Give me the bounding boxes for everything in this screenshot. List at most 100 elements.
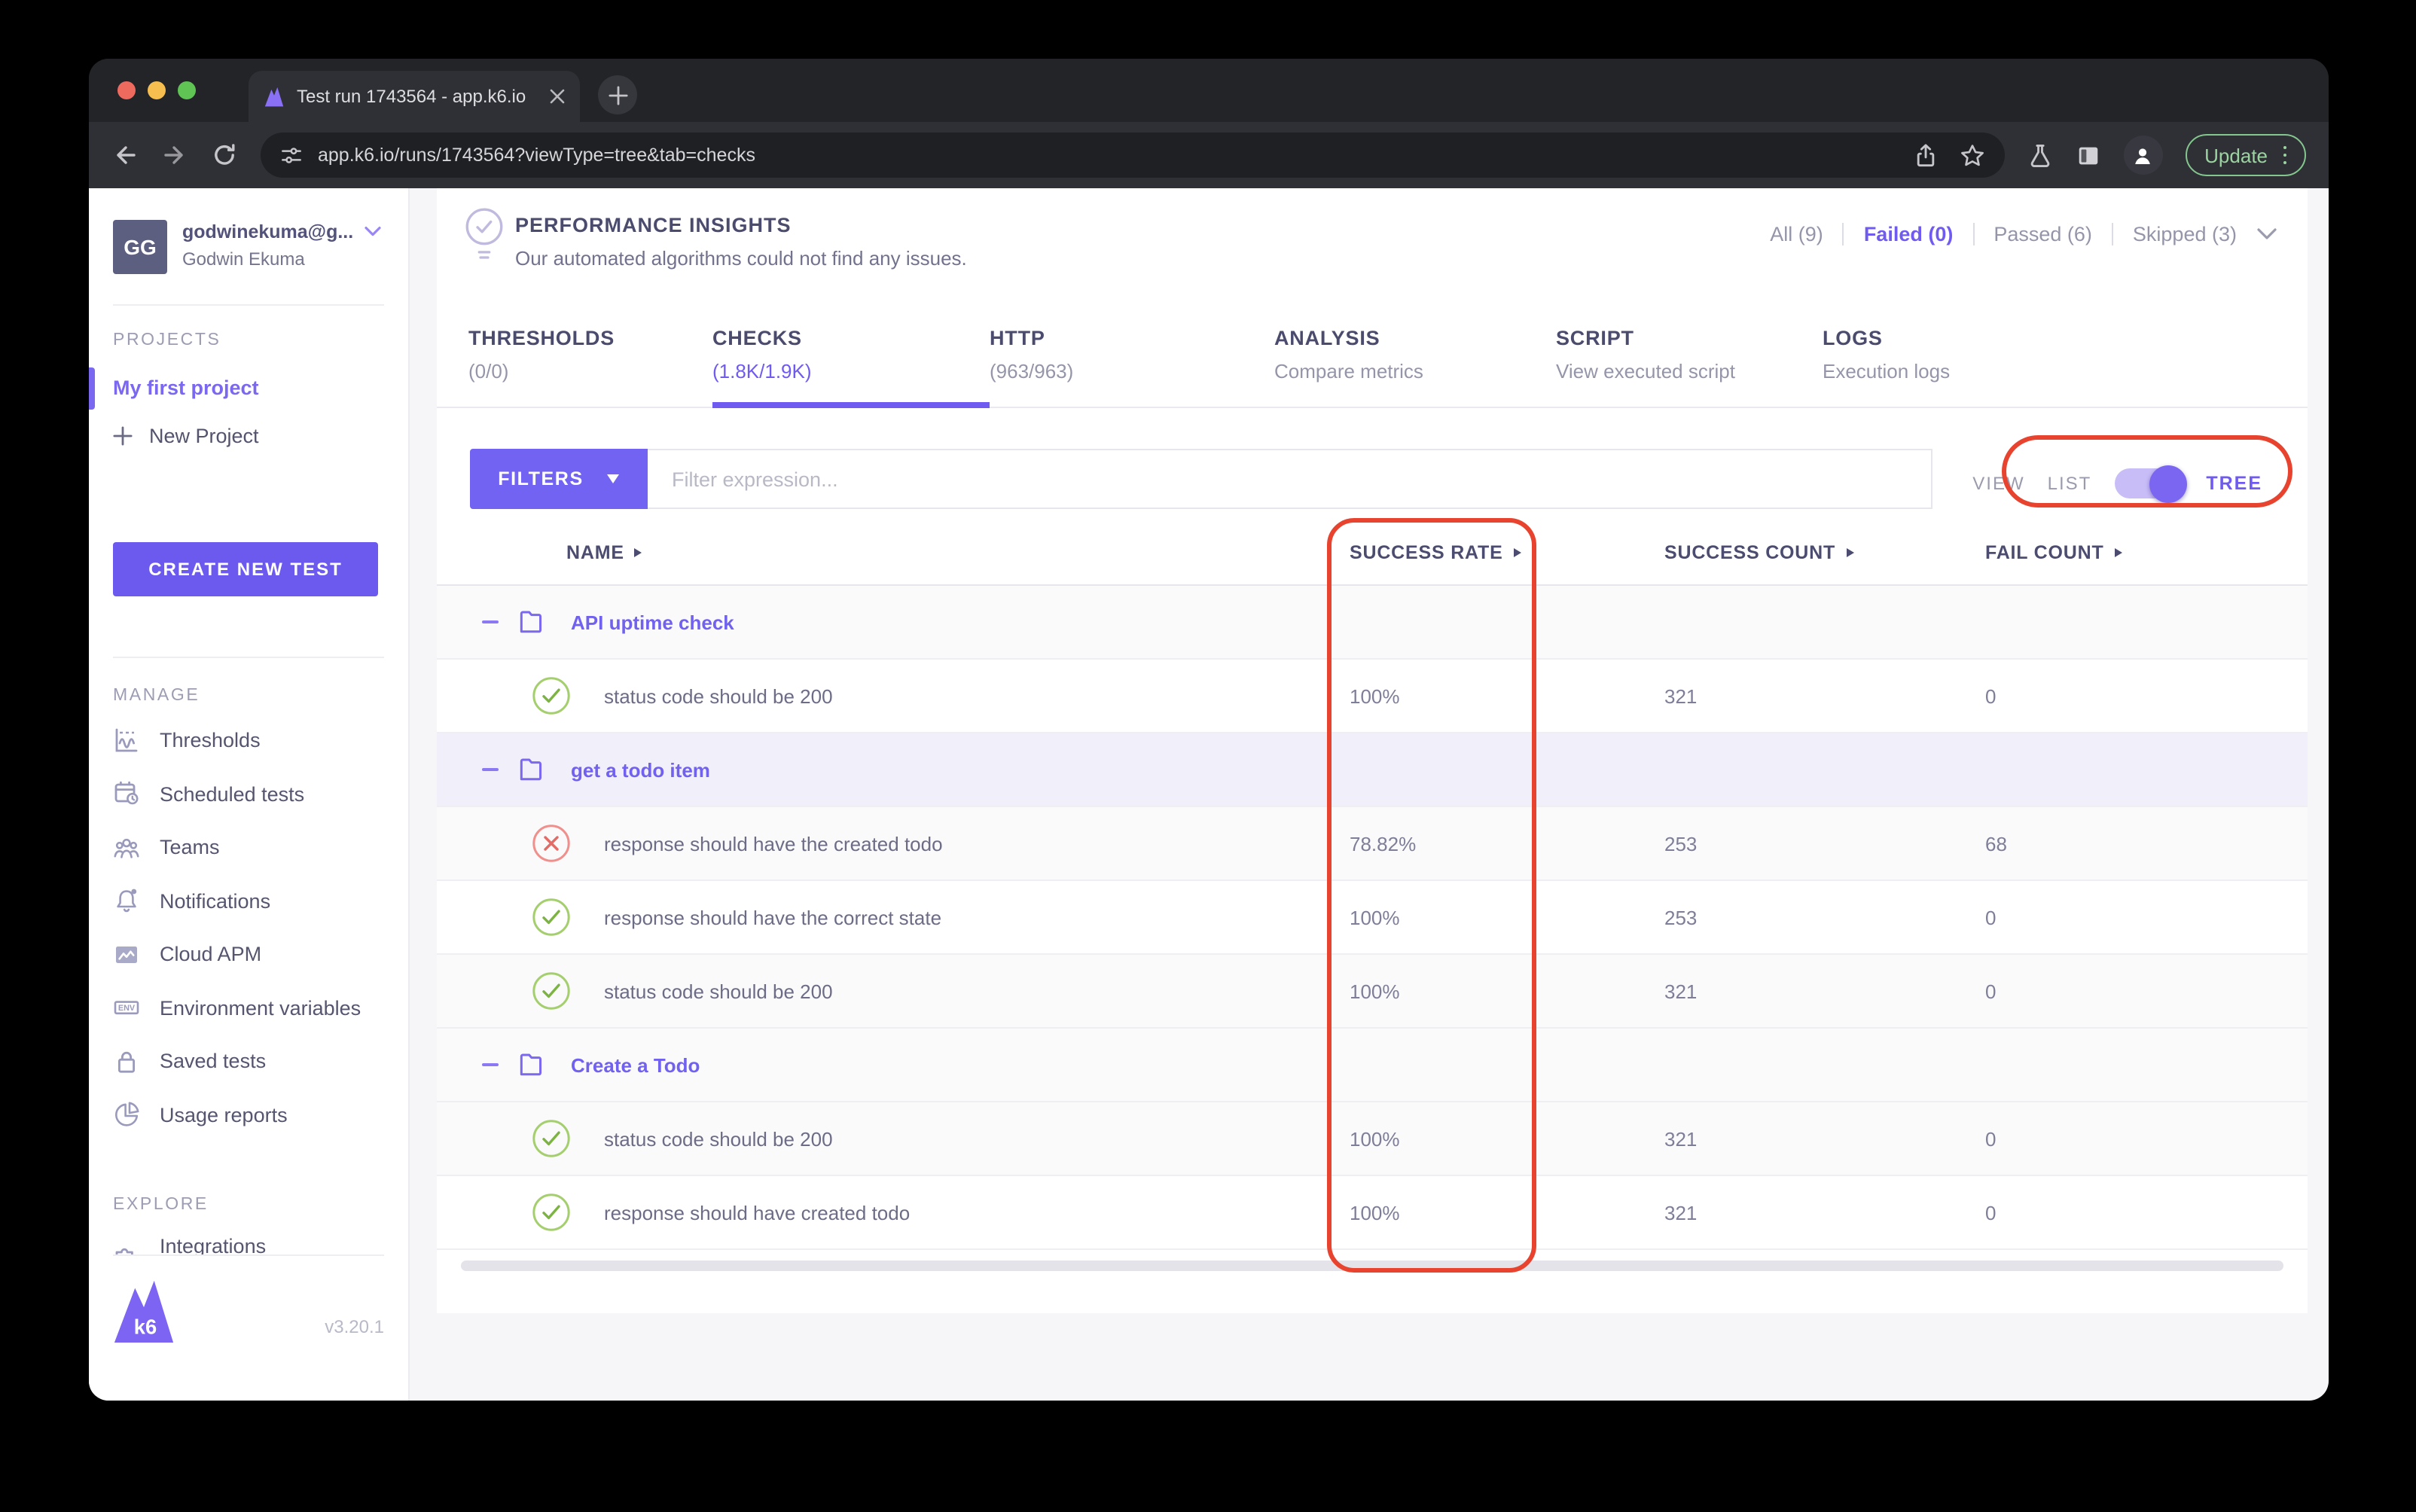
k6-app: GG godwinekuma@g... Godwin Ekuma PROJECT… (89, 188, 2329, 1401)
check-name: response should have the correct state (604, 906, 942, 928)
folder-icon (520, 758, 542, 781)
browser-tab[interactable]: Test run 1743564 - app.k6.io (249, 71, 580, 122)
sidebar-item-integrations-clipped[interactable]: Integrations (113, 1235, 266, 1254)
reload-icon[interactable] (211, 142, 238, 169)
sidebar-item-thresholds[interactable]: Thresholds (89, 714, 408, 767)
switch-knob[interactable] (2149, 465, 2187, 502)
site-settings-icon[interactable] (280, 144, 303, 166)
horizontal-scrollbar[interactable] (461, 1261, 2283, 1271)
group-name[interactable]: get a todo item (571, 758, 710, 781)
sidebar: GG godwinekuma@g... Godwin Ekuma PROJECT… (89, 188, 410, 1401)
url-text[interactable]: app.k6.io/runs/1743564?viewType=tree&tab… (318, 145, 755, 166)
sidebar-item-cloud-apm[interactable]: Cloud APM (89, 928, 408, 981)
browser-profile-avatar[interactable] (2123, 136, 2163, 175)
filter-skipped[interactable]: Skipped (3) (2132, 223, 2237, 245)
filters-dropdown-button[interactable]: FILTERS (470, 449, 648, 509)
maximize-window-button[interactable] (178, 81, 196, 99)
success-count: 321 (1664, 1201, 1698, 1224)
divider (113, 657, 384, 658)
list-option[interactable]: LIST (2047, 473, 2092, 494)
test-run-card: PERFORMANCE INSIGHTS Our automated algor… (437, 188, 2308, 1313)
sidebar-item-saved-tests[interactable]: Saved tests (89, 1035, 408, 1088)
sidebar-item-notifications[interactable]: Notifications (89, 874, 408, 928)
filter-expression-input[interactable] (648, 449, 1932, 509)
new-tab-button[interactable] (598, 75, 637, 114)
column-header-fail-count[interactable]: FAIL COUNT (1985, 541, 2308, 562)
close-window-button[interactable] (117, 81, 136, 99)
divider (113, 304, 384, 306)
account-switcher[interactable]: GG godwinekuma@g... Godwin Ekuma (113, 220, 380, 274)
filter-all[interactable]: All (9) (1770, 223, 1823, 245)
k6-favicon-icon (264, 87, 284, 107)
insights-title: PERFORMANCE INSIGHTS (515, 214, 792, 236)
fail-count: 0 (1985, 980, 1997, 1002)
sidebar-item-my-first-project[interactable]: My first project (113, 376, 259, 399)
table-row[interactable]: status code should be 200 100% 321 0 (437, 1102, 2308, 1176)
sidebar-item-label: Notifications (160, 889, 271, 913)
sidebar-item-teams[interactable]: Teams (89, 821, 408, 874)
list-tree-switch[interactable] (2114, 465, 2187, 502)
back-icon[interactable] (111, 142, 139, 169)
sidebar-item-usage-reports[interactable]: Usage reports (89, 1088, 408, 1142)
check-pass-icon (532, 676, 571, 715)
account-email: godwinekuma@g... (182, 221, 354, 242)
sidebar-item-label: Thresholds (160, 729, 261, 752)
tree-option[interactable]: TREE (2206, 473, 2262, 494)
collapse-icon[interactable] (482, 767, 499, 772)
collapse-icon[interactable] (482, 620, 499, 624)
sidebar-item-label: Integrations (160, 1235, 267, 1254)
sidebar-item-environment-variables[interactable]: ENV Environment variables (89, 981, 408, 1035)
teams-icon (114, 838, 139, 858)
filter-failed[interactable]: Failed (0) (1863, 223, 1954, 245)
table-row-group[interactable]: Create a Todo (437, 1029, 2308, 1102)
divider (1842, 223, 1844, 245)
fail-count: 0 (1985, 906, 1997, 928)
experiments-flask-icon[interactable] (2027, 142, 2052, 168)
success-rate: 78.82% (1350, 832, 1417, 855)
tab-script[interactable]: SCRIPT View executed script (1556, 327, 1735, 383)
tab-checks[interactable]: CHECKS (1.8K/1.9K) (712, 306, 990, 408)
success-count: 253 (1664, 832, 1698, 855)
minimize-window-button[interactable] (148, 81, 166, 99)
tab-title: Test run 1743564 - app.k6.io (297, 86, 526, 107)
share-icon[interactable] (1912, 142, 1938, 168)
filter-bar: FILTERS (470, 449, 1932, 509)
url-bar[interactable]: app.k6.io/runs/1743564?viewType=tree&tab… (261, 133, 2005, 178)
table-row-group[interactable]: get a todo item (437, 733, 2308, 807)
check-pass-icon (532, 971, 571, 1011)
browser-update-button[interactable]: Update (2185, 134, 2306, 176)
check-pass-icon (532, 1119, 571, 1158)
column-header-success-count[interactable]: SUCCESS COUNT (1664, 541, 1985, 562)
main-content: PERFORMANCE INSIGHTS Our automated algor… (410, 188, 2329, 1401)
side-panel-icon[interactable] (2075, 142, 2100, 168)
chevron-down-icon[interactable] (2256, 227, 2277, 241)
saved-tests-icon (117, 1051, 136, 1073)
column-header-success-rate[interactable]: SUCCESS RATE (1350, 541, 1664, 562)
group-name[interactable]: Create a Todo (571, 1053, 700, 1076)
tab-analysis[interactable]: ANALYSIS Compare metrics (1274, 327, 1423, 383)
forward-icon[interactable] (161, 142, 188, 169)
table-row[interactable]: status code should be 200 100% 321 0 (437, 955, 2308, 1029)
table-row[interactable]: status code should be 200 100% 321 0 (437, 660, 2308, 733)
group-name[interactable]: API uptime check (571, 611, 734, 633)
collapse-icon[interactable] (482, 1062, 499, 1067)
column-header-name[interactable]: NAME (437, 541, 1350, 562)
new-project-button[interactable]: New Project (113, 425, 259, 447)
tab-thresholds[interactable]: THRESHOLDS (0/0) (468, 327, 615, 383)
result-tabs: THRESHOLDS (0/0) CHECKS (1.8K/1.9K) HTTP… (437, 306, 2308, 408)
table-row[interactable]: response should have the correct state 1… (437, 881, 2308, 955)
browser-menu-icon[interactable] (2283, 145, 2286, 165)
manage-menu: Thresholds Scheduled tests Teams Notific… (89, 714, 408, 1142)
tab-logs[interactable]: LOGS Execution logs (1823, 327, 1951, 383)
table-row-group[interactable]: API uptime check (437, 586, 2308, 660)
person-icon (2135, 148, 2150, 163)
create-new-test-button[interactable]: CREATE NEW TEST (113, 542, 378, 596)
tab-http[interactable]: HTTP (963/963) (990, 327, 1074, 383)
bookmark-star-icon[interactable] (1959, 142, 1984, 168)
table-row[interactable]: response should have the created todo 78… (437, 807, 2308, 881)
filter-passed[interactable]: Passed (6) (1994, 223, 2092, 245)
table-row[interactable]: response should have created todo 100% 3… (437, 1176, 2308, 1250)
check-pass-icon (532, 1193, 571, 1232)
tab-close-icon[interactable] (550, 89, 565, 104)
sidebar-item-scheduled-tests[interactable]: Scheduled tests (89, 767, 408, 821)
